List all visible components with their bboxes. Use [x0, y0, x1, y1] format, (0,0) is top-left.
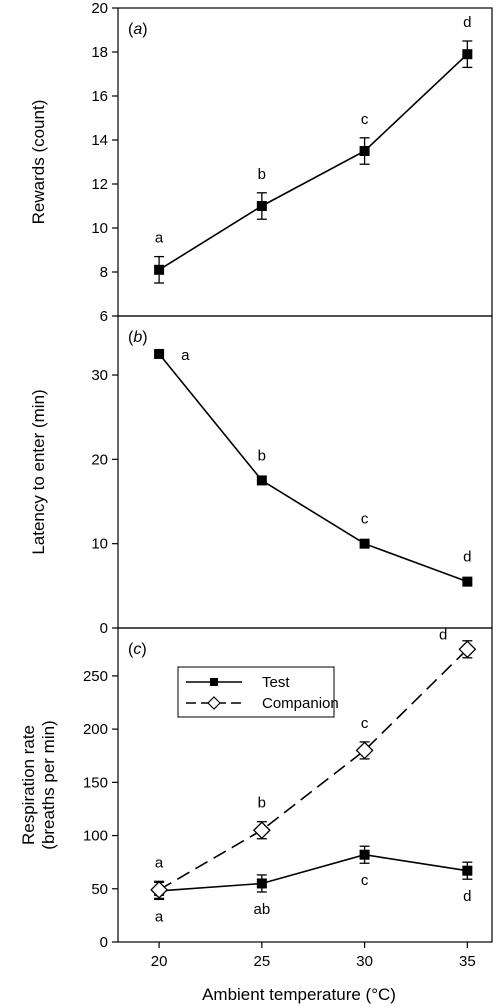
data-point: [355, 741, 374, 760]
series-line-main: [158, 53, 468, 271]
legend-marker: [210, 678, 218, 686]
y-tick-label: 250: [83, 668, 108, 685]
x-tick-label: 25: [254, 953, 271, 970]
y-axis-label: Latency to enter (min): [29, 389, 48, 554]
y-tick-label: 30: [91, 367, 108, 384]
data-point: [256, 475, 267, 486]
data-point: [462, 576, 473, 587]
significance-letter: c: [361, 111, 369, 128]
significance-letter: d: [463, 888, 471, 905]
series-line-test: [159, 853, 468, 892]
x-tick-label: 20: [151, 953, 168, 970]
y-tick-label: 0: [100, 934, 108, 951]
y-tick-label: 8: [100, 264, 108, 281]
significance-letter: d: [463, 14, 471, 31]
data-point: [458, 640, 477, 659]
data-point: [359, 146, 370, 156]
y-axis-label: Rewards (count): [29, 100, 48, 225]
data-point: [154, 264, 165, 275]
data-point: [154, 348, 165, 359]
significance-letter: a: [155, 230, 164, 247]
data-point: [359, 538, 370, 549]
panel-a-frame: [117, 7, 493, 317]
y-tick-label: 14: [91, 132, 108, 149]
significance-letter: b: [258, 795, 266, 812]
x-axis-label: Ambient temperature (°C): [202, 985, 396, 1004]
panel-label: (b): [128, 329, 148, 346]
y-tick-label: 18: [91, 44, 108, 61]
significance-letter: ab: [254, 901, 271, 918]
significance-letter: c: [361, 511, 369, 528]
y-tick-label: 20: [91, 451, 108, 468]
data-point: [462, 49, 473, 60]
y-tick-label: 100: [83, 828, 108, 845]
legend-label: Test: [262, 674, 290, 691]
panel-label: (c): [128, 641, 147, 658]
legend-box: [177, 666, 335, 718]
y-tick-label: 0: [100, 620, 108, 637]
significance-letter: b: [258, 166, 266, 183]
y-tick-label: 200: [83, 721, 108, 738]
y-tick-label: 16: [91, 88, 108, 105]
x-tick-label: 35: [459, 953, 476, 970]
significance-letter: b: [258, 447, 266, 464]
y-tick-label: 50: [91, 881, 108, 898]
significance-letter: a: [181, 347, 190, 364]
legend-marker: [207, 696, 221, 710]
y-axis-label: Respiration rate: [19, 725, 38, 845]
panel-b-frame: [117, 315, 493, 629]
legend-label: Companion: [262, 695, 339, 712]
y-tick-label: 20: [91, 0, 108, 17]
series-line-main: [158, 353, 468, 583]
y-tick-label: 150: [83, 774, 108, 791]
y-tick-label: 12: [91, 176, 108, 193]
data-point: [252, 821, 271, 840]
data-point: [256, 201, 267, 211]
data-point: [359, 849, 370, 860]
y-tick-label: 10: [91, 220, 108, 237]
y-tick-label: 6: [100, 308, 108, 325]
significance-letter: d: [439, 626, 447, 643]
y-axis-label: (breaths per min): [39, 720, 58, 849]
panel-label: (a): [128, 21, 148, 38]
data-point: [150, 880, 169, 899]
series-line-companion: [158, 648, 468, 891]
data-point: [462, 865, 473, 876]
significance-letter: c: [361, 872, 369, 889]
data-point: [256, 878, 267, 889]
significance-letter: a: [155, 908, 164, 925]
significance-letter: c: [361, 715, 369, 732]
x-tick-label: 30: [356, 953, 373, 970]
panel-c-frame: [117, 627, 493, 943]
significance-letter: a: [155, 854, 164, 871]
significance-letter: d: [463, 549, 471, 566]
y-tick-label: 10: [91, 536, 108, 553]
